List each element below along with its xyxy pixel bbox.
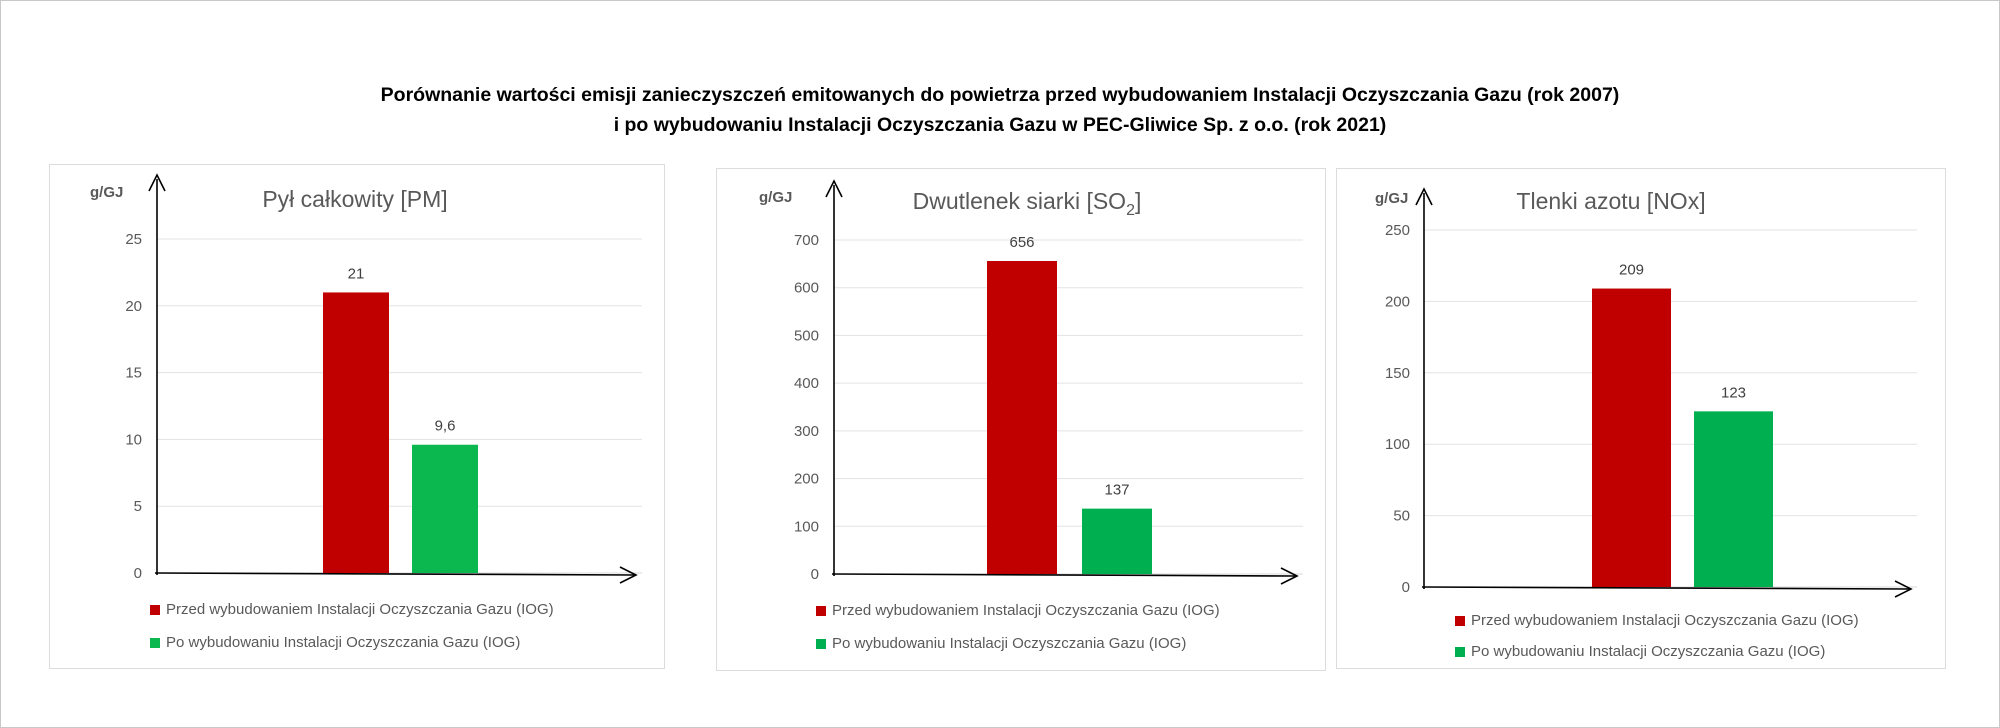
data-label: 137 bbox=[1104, 482, 1129, 499]
y-tick-label: 400 bbox=[794, 375, 819, 392]
y-tick-label: 500 bbox=[794, 327, 819, 344]
y-tick-label: 0 bbox=[1402, 579, 1410, 596]
x-axis-arrow-icon bbox=[1280, 567, 1299, 585]
y-tick-label: 0 bbox=[134, 565, 142, 582]
chart-so2: 0 100 200 300 400 500 600 700 656 137 g/GJ Dwutlene… bbox=[759, 179, 1303, 585]
y-tick-label: 150 bbox=[1385, 365, 1410, 382]
legend-label-before: Przed wybudowaniem Instalacji Oczyszczan… bbox=[166, 601, 554, 618]
chart-nox: 0 50 100 150 200 250 209 123 g/GJ Tlenki azotu [N… bbox=[1375, 187, 1917, 598]
data-label: 656 bbox=[1009, 234, 1034, 251]
chart-panel-nox: 0 50 100 150 200 250 209 123 g/GJ Tlenki azotu [N… bbox=[1336, 168, 1946, 669]
legend-so2: Przed wybudowaniem Instalacji Oczyszczan… bbox=[816, 594, 1220, 660]
chart-title-subscript: 2 bbox=[1126, 202, 1135, 219]
legend-label-before: Przed wybudowaniem Instalacji Oczyszczan… bbox=[1471, 612, 1859, 629]
y-tick-label: 0 bbox=[811, 566, 819, 583]
legend-item-before: Przed wybudowaniem Instalacji Oczyszczan… bbox=[150, 593, 554, 626]
legend-label-after: Po wybudowaniu Instalacji Oczyszczania G… bbox=[832, 635, 1187, 652]
legend-swatch-after bbox=[1455, 646, 1465, 657]
legend-label-after: Po wybudowaniu Instalacji Oczyszczania G… bbox=[166, 634, 521, 651]
legend-item-after: Po wybudowaniu Instalacji Oczyszczania G… bbox=[150, 626, 554, 659]
legend-item-after: Po wybudowaniu Instalacji Oczyszczania G… bbox=[816, 627, 1220, 660]
bar-after bbox=[412, 444, 478, 573]
y-axis-arrow-icon bbox=[1415, 187, 1433, 206]
chart-panel-pm: 0 5 10 15 20 25 21 9,6 g/GJ Pył całkowity [PM] Pr… bbox=[49, 164, 665, 669]
chart-title: Pył całkowity [PM] bbox=[262, 186, 447, 212]
x-axis bbox=[154, 572, 635, 576]
legend-pm: Przed wybudowaniem Instalacji Oczyszczan… bbox=[150, 593, 554, 659]
legend-item-before: Przed wybudowaniem Instalacji Oczyszczan… bbox=[1455, 605, 1859, 636]
y-tick-label: 250 bbox=[1385, 222, 1410, 239]
data-label: 209 bbox=[1619, 262, 1644, 279]
chart-pm: 0 5 10 15 20 25 21 9,6 g/GJ Pył całkowity [PM] bbox=[90, 173, 642, 584]
x-axis-arrow-icon bbox=[1894, 580, 1913, 598]
y-axis-label: g/GJ bbox=[1375, 190, 1408, 207]
y-tick-label: 15 bbox=[125, 365, 142, 382]
chart-title-end: ] bbox=[1135, 188, 1141, 214]
y-axis-label: g/GJ bbox=[759, 189, 792, 206]
y-tick-label: 5 bbox=[134, 498, 142, 515]
bar-before bbox=[987, 260, 1057, 574]
y-tick-label: 600 bbox=[794, 280, 819, 297]
x-axis-arrow-icon bbox=[619, 566, 638, 584]
legend-swatch-before bbox=[816, 605, 826, 616]
page-title: Porównanie wartości emisji zanieczyszcze… bbox=[0, 80, 2000, 140]
y-tick-label: 100 bbox=[794, 518, 819, 535]
y-axis-arrow-icon bbox=[148, 173, 166, 192]
page-title-line-1: Porównanie wartości emisji zanieczyszcze… bbox=[380, 84, 1620, 106]
y-tick-label: 700 bbox=[794, 232, 819, 249]
data-label: 123 bbox=[1721, 384, 1746, 401]
legend-swatch-after bbox=[150, 637, 160, 648]
data-label: 21 bbox=[348, 265, 365, 282]
legend-swatch-before bbox=[150, 604, 160, 615]
y-tick-label: 300 bbox=[794, 423, 819, 440]
data-label: 9,6 bbox=[435, 418, 456, 435]
bar-after bbox=[1082, 508, 1152, 574]
legend-label-after: Po wybudowaniu Instalacji Oczyszczania G… bbox=[1471, 643, 1826, 660]
chart-title: Dwutlenek siarki [SO2] bbox=[913, 188, 1142, 219]
y-tick-label: 20 bbox=[125, 298, 142, 315]
page-title-line-2: i po wybudowaniu Instalacji Oczyszczania… bbox=[613, 114, 1387, 136]
x-axis bbox=[1421, 586, 1910, 590]
y-axis-arrow-icon bbox=[825, 179, 843, 198]
y-tick-label: 25 bbox=[125, 231, 142, 248]
bar-before bbox=[1592, 288, 1671, 587]
legend-item-before: Przed wybudowaniem Instalacji Oczyszczan… bbox=[816, 594, 1220, 627]
y-axis-label: g/GJ bbox=[90, 184, 123, 201]
legend-label-before: Przed wybudowaniem Instalacji Oczyszczan… bbox=[832, 602, 1220, 619]
y-tick-label: 10 bbox=[125, 431, 142, 448]
x-axis bbox=[831, 573, 1296, 577]
legend-swatch-before bbox=[1455, 615, 1465, 626]
y-tick-label: 200 bbox=[794, 471, 819, 488]
legend-item-after: Po wybudowaniu Instalacji Oczyszczania G… bbox=[1455, 636, 1859, 667]
y-tick-label: 200 bbox=[1385, 293, 1410, 310]
chart-panel-so2: 0 100 200 300 400 500 600 700 656 137 g/GJ Dwutlene… bbox=[716, 168, 1326, 671]
bar-after bbox=[1694, 411, 1773, 587]
legend-nox: Przed wybudowaniem Instalacji Oczyszczan… bbox=[1455, 605, 1859, 667]
bar-before bbox=[323, 292, 389, 573]
y-tick-label: 100 bbox=[1385, 436, 1410, 453]
y-tick-label: 50 bbox=[1393, 508, 1410, 525]
chart-title: Tlenki azotu [NOx] bbox=[1516, 188, 1705, 214]
legend-swatch-after bbox=[816, 638, 826, 649]
